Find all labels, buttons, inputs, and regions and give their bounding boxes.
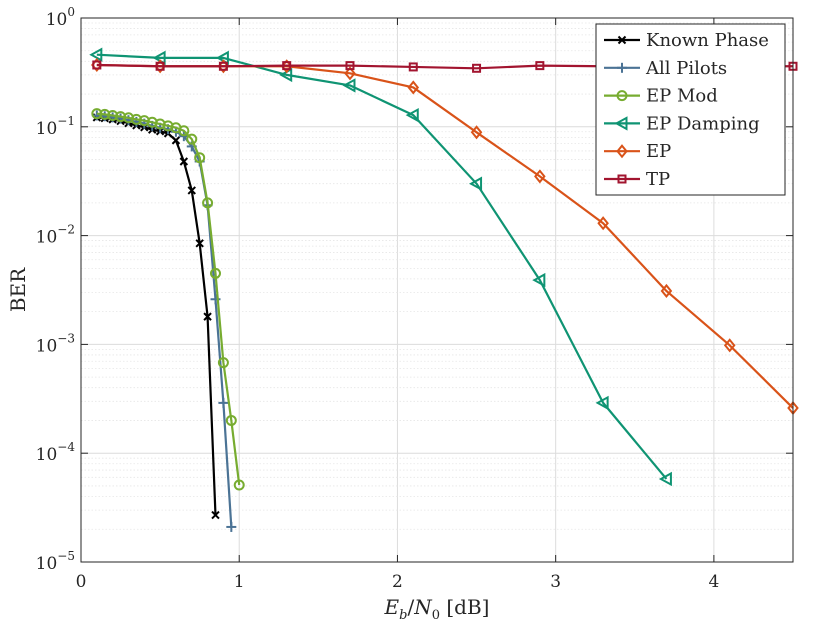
legend-label: All Pilots [645,58,727,79]
data-point-x [171,136,181,145]
y-tick-label: 10−2 [36,223,75,248]
legend-label: TP [646,169,670,190]
data-point-triangle [342,78,356,93]
data-point-circle [91,108,103,120]
data-point-circle [616,90,628,102]
series-line-ep-mod [96,112,241,486]
y-axis-label: BER [6,267,30,312]
x-tick-label: 0 [76,572,87,592]
data-point-square [617,174,627,184]
x-label-zero: 0 [432,608,440,623]
data-point-triangle [532,272,546,288]
x-tick-label: 3 [550,572,561,592]
x-tick-label: 4 [708,572,719,592]
data-point-diamond [344,66,356,81]
data-point-plus [617,62,627,73]
data-point-plus [226,521,237,532]
data-point-square [92,60,102,70]
series-line-ep-damping [96,53,668,480]
y-tick-label: 10−3 [36,331,75,356]
legend-entry-known-phase: Known Phase [604,30,769,51]
legend-label: EP [646,141,671,162]
y-tick-label: 10−5 [36,549,75,574]
data-point-circle [233,479,245,491]
legend-entry-all-pilots: All Pilots [604,58,727,79]
x-label-e: E [384,595,400,619]
x-axis-label: Eb/N0 [dB] [384,595,490,623]
plot-frame [80,17,794,563]
data-point-circle [178,125,190,137]
x-label-b: b [399,608,407,623]
data-point-x [187,186,196,195]
data-point-circle [194,152,206,164]
data-point-square [535,61,545,71]
x-label-unit: [dB] [440,595,489,619]
legend: Known Phase All Pilots EP Mod EP Damping EP T… [595,23,786,196]
data-point-square [282,61,292,71]
data-point-square [408,62,418,72]
data-point-x [203,312,212,321]
data-point-triangle [595,395,609,411]
axis-ticks: 0 1 2 3 4 100 10−1 10−2 10−3 10−4 10−5 [36,5,793,592]
data-point-triangle [405,107,419,123]
data-point-diamond [660,283,673,299]
series-ep-damping [89,47,672,487]
data-point-triangle [89,47,103,62]
data-point-circle [225,414,237,426]
x-label-n: N [413,595,433,619]
data-point-diamond [597,216,609,231]
y-tick-label: 10−1 [36,114,75,139]
data-point-circle [209,267,221,279]
legend-label: EP Damping [646,113,760,134]
data-point-x [617,35,627,45]
data-point-diamond [616,144,628,159]
legend-entry-ep-damping: EP Damping [604,113,760,134]
legend-entry-tp: TP [604,169,670,190]
data-point-circle [202,197,214,209]
data-point-diamond [407,80,420,95]
x-label-slash: / [407,595,414,619]
series-layer [89,47,799,532]
data-point-circle [186,133,198,145]
x-tick-label: 2 [392,572,403,592]
data-point-triangle [468,176,483,191]
legend-label: EP Mod [646,86,718,107]
legend-box [595,23,786,196]
series-ep-mod [91,108,245,491]
legend-entry-ep: EP [604,141,671,162]
data-point-diamond [723,338,736,353]
data-point-square [155,61,165,71]
data-point-square [345,61,355,71]
data-point-x [179,157,189,166]
data-point-square [472,63,482,73]
data-point-diamond [534,169,546,184]
data-point-square [218,61,228,71]
legend-label: Known Phase [646,30,769,51]
y-tick-label: 100 [46,5,75,30]
data-point-diamond [470,125,483,140]
data-point-circle [217,357,229,369]
x-tick-label: 1 [234,572,245,592]
data-point-x [211,510,220,520]
y-tick-label: 10−4 [36,440,76,465]
data-point-plus [218,397,229,408]
data-point-x [195,239,204,248]
data-point-triangle [614,116,628,131]
legend-entry-ep-mod: EP Mod [604,86,718,107]
data-point-triangle [658,471,672,487]
